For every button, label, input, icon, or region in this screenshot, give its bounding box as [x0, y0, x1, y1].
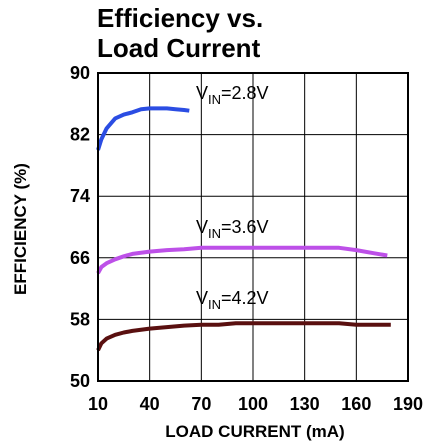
series-lines — [96, 106, 391, 352]
y-tick-label: 58 — [70, 309, 90, 329]
series-label-3: VIN=4.2V — [196, 288, 269, 312]
series-line-3 — [96, 321, 391, 352]
x-axis-label: LOAD CURRENT (mA) — [165, 422, 344, 441]
x-tick-label: 10 — [88, 394, 108, 414]
series-label-2: VIN=3.6V — [196, 217, 269, 241]
x-tick-label: 130 — [290, 394, 320, 414]
y-tick-label: 82 — [70, 125, 90, 145]
x-tick-label: 160 — [341, 394, 371, 414]
x-tick-label: 190 — [393, 394, 423, 414]
x-tick-labels: 10 40 70 100 130 160 190 — [88, 394, 423, 414]
plot-frame — [97, 72, 409, 382]
x-tick-label: 100 — [238, 394, 268, 414]
y-tick-label: 74 — [70, 186, 90, 206]
y-tick-labels: 50 58 66 74 82 90 — [70, 63, 90, 391]
series-labels: VIN=2.8V VIN=3.6V VIN=4.2V — [196, 83, 269, 312]
chart-title-line-2: Load Current — [97, 33, 261, 63]
series-line-2 — [96, 245, 388, 275]
series-label-1: VIN=2.8V — [196, 83, 269, 107]
y-axis-label: EFFICIENCY (%) — [11, 163, 30, 295]
y-tick-label: 50 — [70, 371, 90, 391]
series-line-1 — [96, 106, 190, 151]
chart-title-line-1: Efficiency vs. — [97, 3, 263, 33]
y-tick-label: 66 — [70, 248, 90, 268]
x-tick-label: 70 — [191, 394, 211, 414]
y-tick-label: 90 — [70, 63, 90, 83]
x-tick-label: 40 — [140, 394, 160, 414]
